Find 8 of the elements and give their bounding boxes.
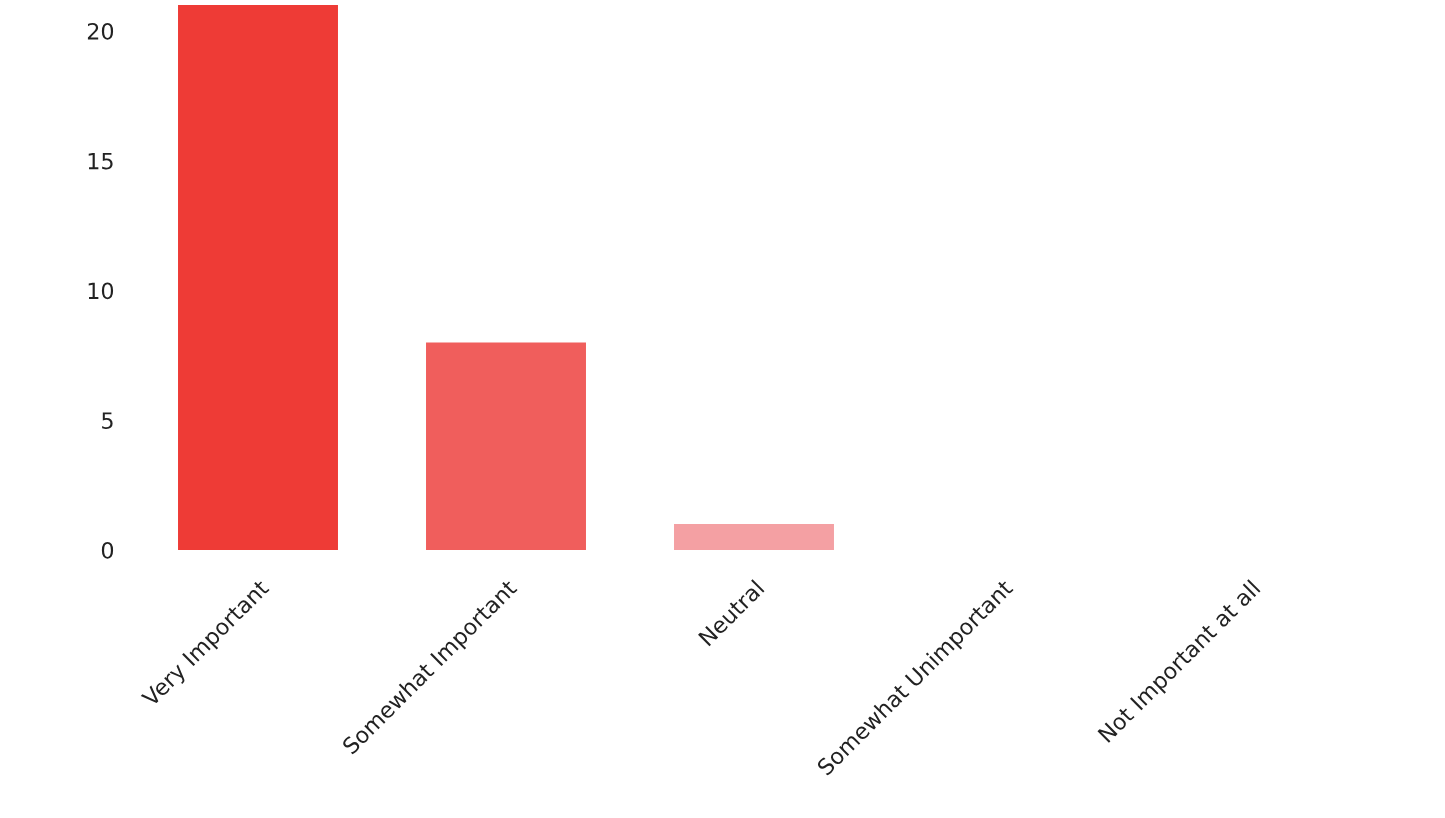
y-tick-label: 20 — [87, 22, 114, 40]
y-tick-label: 5 — [102, 412, 113, 429]
bar — [426, 342, 586, 550]
y-tick-label: 0 — [101, 541, 114, 559]
y-tick-label: 15 — [88, 152, 113, 170]
bar — [674, 524, 834, 550]
y-tick-label: 10 — [88, 282, 114, 300]
bar — [178, 5, 338, 550]
